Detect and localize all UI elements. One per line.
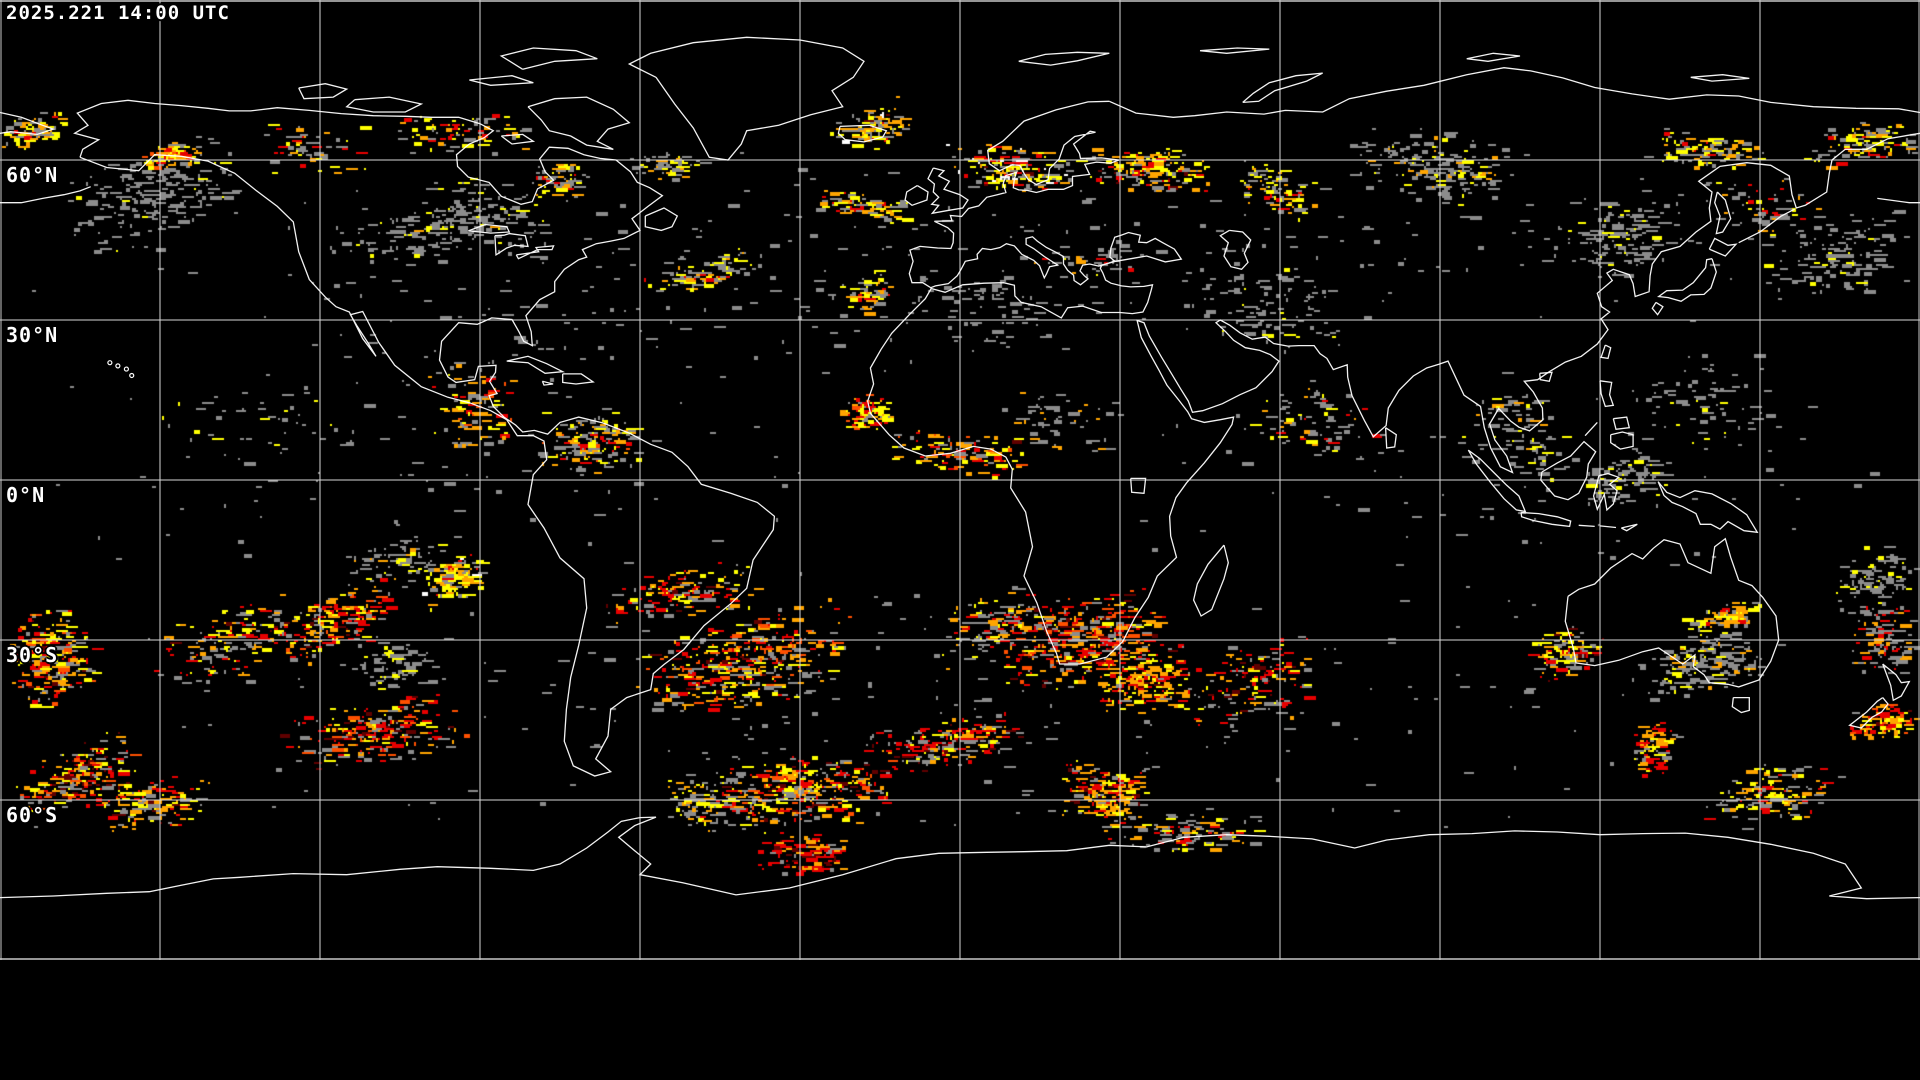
coastline-path xyxy=(927,167,969,215)
coastline-path xyxy=(1610,431,1634,450)
lat-label: 0°N xyxy=(6,483,46,507)
coastline-path xyxy=(1018,51,1110,66)
coastline-path xyxy=(1599,380,1615,408)
coastline-path xyxy=(1540,440,1597,501)
coastline-path xyxy=(1651,301,1664,316)
coastline-path xyxy=(1242,72,1323,104)
coastline-path xyxy=(298,83,349,100)
island-dot xyxy=(123,366,130,372)
coastline-path xyxy=(1578,524,1595,528)
coastline-path xyxy=(1882,663,1911,702)
coastline-path xyxy=(1714,191,1732,235)
coastline-path xyxy=(837,124,888,143)
island-dot xyxy=(107,360,113,366)
coastline-path xyxy=(904,185,929,207)
coastline-path xyxy=(1731,696,1750,714)
coastline-path xyxy=(1467,449,1527,513)
coastline-path xyxy=(1656,258,1717,303)
coastline-path xyxy=(0,186,91,204)
coastline-path xyxy=(494,232,529,257)
coastline-path xyxy=(468,223,511,234)
coastline-path xyxy=(1564,537,1780,688)
coastline-path xyxy=(469,75,534,86)
map-overlay xyxy=(0,0,1920,960)
coastline-path xyxy=(499,47,598,70)
world-map: 2025.221 14:00 UTC 60°N 30°N 0°N 30°S 60°S xyxy=(0,0,1920,960)
coastline-path xyxy=(345,96,424,113)
coastline-path xyxy=(1520,511,1572,528)
coastline-path xyxy=(1690,74,1750,82)
coastline-path xyxy=(1600,344,1612,360)
coastline-path xyxy=(1466,52,1521,62)
coastline-path xyxy=(867,100,1920,665)
coastline-path xyxy=(1219,229,1252,271)
coastline-path xyxy=(73,99,776,777)
lat-label: 60°N xyxy=(6,163,59,187)
island-dot xyxy=(115,363,121,369)
coastline-path xyxy=(1848,697,1889,729)
coastline-path xyxy=(1877,197,1920,204)
coastline-path xyxy=(515,245,555,260)
coastline-path xyxy=(506,355,566,374)
lat-label: 60°S xyxy=(6,803,59,827)
gridlines xyxy=(0,0,1920,960)
legend: SLW Large Drop Index 13.5-1616-1919-2222… xyxy=(0,960,1920,1080)
timestamp: 2025.221 14:00 UTC xyxy=(6,2,230,24)
coastline-path xyxy=(1612,416,1631,431)
coastline-path xyxy=(1199,47,1270,54)
coastline-path xyxy=(1539,371,1553,383)
coastline-path xyxy=(0,816,1920,900)
coastline-path xyxy=(500,133,536,145)
coastlines xyxy=(0,36,1920,900)
coastline-path xyxy=(1584,421,1598,437)
coastline-path xyxy=(541,380,554,386)
island-dot xyxy=(129,372,135,379)
coastline-path xyxy=(527,96,631,150)
coastline-path xyxy=(1657,481,1759,534)
lat-label: 30°S xyxy=(6,643,59,667)
coastline-path xyxy=(1592,472,1621,512)
coastline-path xyxy=(562,373,595,385)
coastline-path xyxy=(644,207,679,232)
coastline-path xyxy=(1708,237,1738,257)
coastline-path xyxy=(1130,477,1147,494)
coastline-path xyxy=(1109,67,1920,118)
lat-label: 30°N xyxy=(6,323,59,347)
coastline-path xyxy=(1599,525,1617,529)
coastline-path xyxy=(627,36,865,161)
coastline-path xyxy=(1192,544,1229,617)
coastline-path xyxy=(1384,427,1397,449)
coastline-path xyxy=(0,111,56,136)
coastline-path xyxy=(1738,208,1795,244)
coastline-path xyxy=(1621,523,1638,532)
